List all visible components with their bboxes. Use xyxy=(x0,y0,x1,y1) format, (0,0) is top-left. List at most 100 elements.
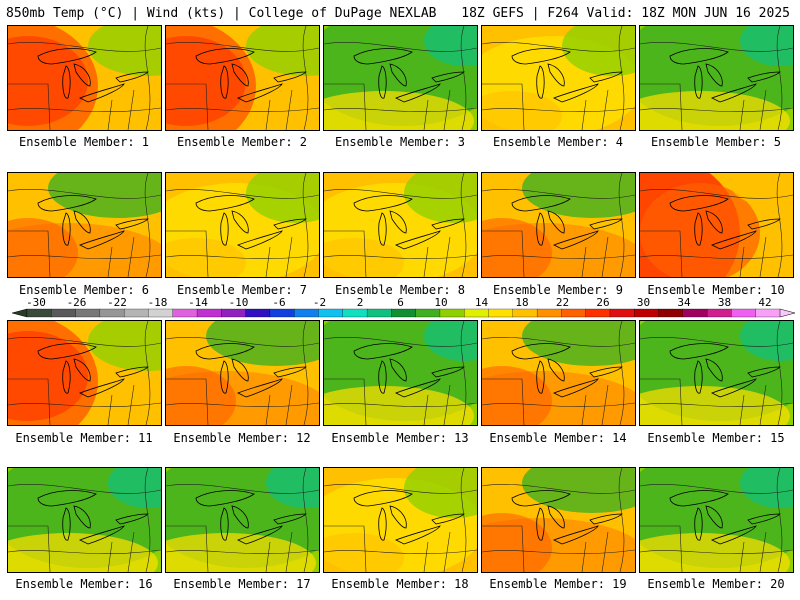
colorbar-tick-label: 14 xyxy=(475,296,489,309)
colorbar-tick-label: 42 xyxy=(758,296,771,309)
ensemble-member-label: Ensemble Member: 2 xyxy=(176,135,308,149)
colorbar-swatch xyxy=(415,308,441,318)
contour-line xyxy=(8,107,161,112)
lake-outline xyxy=(547,63,565,87)
contour-line xyxy=(482,337,635,347)
colorbar-swatch xyxy=(706,308,732,318)
lake-outline xyxy=(536,212,545,246)
contour-line xyxy=(618,468,625,572)
temperature-field-map xyxy=(640,321,793,425)
ensemble-map-panel xyxy=(7,320,162,426)
lake-outline xyxy=(431,513,465,525)
ensemble-member-label: Ensemble Member: 12 xyxy=(173,431,311,445)
colorbar-tick-label: 34 xyxy=(677,296,691,309)
temperature-shade xyxy=(640,386,790,425)
colorbar-swatch xyxy=(658,308,684,318)
colorbar-swatch xyxy=(318,308,344,318)
temperature-shade xyxy=(640,183,760,277)
lake-outline xyxy=(195,48,255,65)
colorbar-swatch xyxy=(755,308,781,318)
lake-outline xyxy=(669,48,729,65)
lake-outline xyxy=(353,343,413,360)
contour-line xyxy=(302,468,309,572)
temperature-shade xyxy=(740,468,793,508)
ensemble-map-panel xyxy=(481,172,636,278)
contour-line xyxy=(166,378,209,425)
lake-outline xyxy=(669,343,729,360)
lake-outline xyxy=(547,505,565,529)
contour-line xyxy=(324,484,477,494)
contour-line xyxy=(618,321,625,425)
contour-line xyxy=(640,402,793,407)
lake-outline xyxy=(694,212,703,246)
contour-line xyxy=(482,525,525,572)
lake-outline xyxy=(231,358,249,382)
colorbar-swatch xyxy=(196,308,222,318)
lake-outline xyxy=(395,83,441,103)
ensemble-member-label: Ensemble Member: 7 xyxy=(176,283,308,297)
lake-outline xyxy=(705,63,723,87)
colorbar-swatch xyxy=(172,308,198,318)
contour-line xyxy=(581,541,587,572)
ensemble-member-label: Ensemble Member: 15 xyxy=(647,431,785,445)
contour-line xyxy=(443,236,451,277)
contour-line xyxy=(285,384,293,425)
ensemble-member-label: Ensemble Member: 16 xyxy=(15,577,153,591)
contour-line xyxy=(640,42,793,52)
lake-outline xyxy=(395,525,441,545)
lake-outline xyxy=(37,195,97,212)
contour-line xyxy=(324,378,367,425)
contour-line xyxy=(8,337,161,347)
temperature-field-map xyxy=(166,321,319,425)
ensemble-member-label: Ensemble Member: 6 xyxy=(18,283,150,297)
colorbar-swatch xyxy=(512,308,538,318)
contour-line xyxy=(166,337,319,347)
lake-outline xyxy=(395,230,441,250)
temperature-shade xyxy=(166,366,236,425)
ensemble-member-label: Ensemble Member: 4 xyxy=(492,135,624,149)
colorbar-swatch xyxy=(245,308,271,318)
lake-outline xyxy=(389,210,407,234)
temperature-shade xyxy=(166,36,246,126)
lake-outline xyxy=(378,507,387,541)
lake-outline xyxy=(553,83,599,103)
ensemble-member-label: Ensemble Member: 20 xyxy=(647,577,785,591)
temperature-field-map xyxy=(8,173,161,277)
colorbar-swatch xyxy=(464,308,489,318)
temperature-shade xyxy=(166,238,246,277)
colorbar-tick-label: -30 xyxy=(26,296,46,309)
contour-line xyxy=(166,402,319,407)
lake-outline xyxy=(353,490,413,507)
colorbar-swatch xyxy=(269,308,295,318)
contour-line xyxy=(640,549,793,554)
lake-outline xyxy=(115,218,149,230)
lake-outline xyxy=(536,360,545,394)
colorbar-swatch xyxy=(561,308,587,318)
contour-line xyxy=(482,402,635,407)
lake-outline xyxy=(220,360,229,394)
colorbar-swatch xyxy=(342,308,368,318)
lake-outline xyxy=(694,65,703,99)
lake-outline xyxy=(273,366,307,378)
contour-line xyxy=(460,321,467,425)
lake-outline xyxy=(747,366,781,378)
contour-line xyxy=(601,384,609,425)
contour-line xyxy=(460,468,467,572)
colorbar-swatch xyxy=(366,308,392,318)
temperature-field-map xyxy=(166,173,319,277)
contour-line xyxy=(8,230,51,277)
ensemble-member-label: Ensemble Member: 10 xyxy=(647,283,785,297)
contour-line xyxy=(166,83,209,130)
lake-outline xyxy=(237,525,283,545)
contour-line xyxy=(8,42,161,52)
lake-outline xyxy=(37,490,97,507)
lake-outline xyxy=(79,230,125,250)
temperature-shade xyxy=(8,533,158,572)
map-title: 850mb Temp (°C) | Wind (kts) | College o… xyxy=(6,6,437,21)
contour-line xyxy=(640,484,793,494)
contour-line xyxy=(8,549,161,554)
lake-outline xyxy=(669,490,729,507)
temperature-field-map xyxy=(8,26,161,130)
lake-outline xyxy=(553,525,599,545)
ensemble-member-label: Ensemble Member: 1 xyxy=(18,135,150,149)
